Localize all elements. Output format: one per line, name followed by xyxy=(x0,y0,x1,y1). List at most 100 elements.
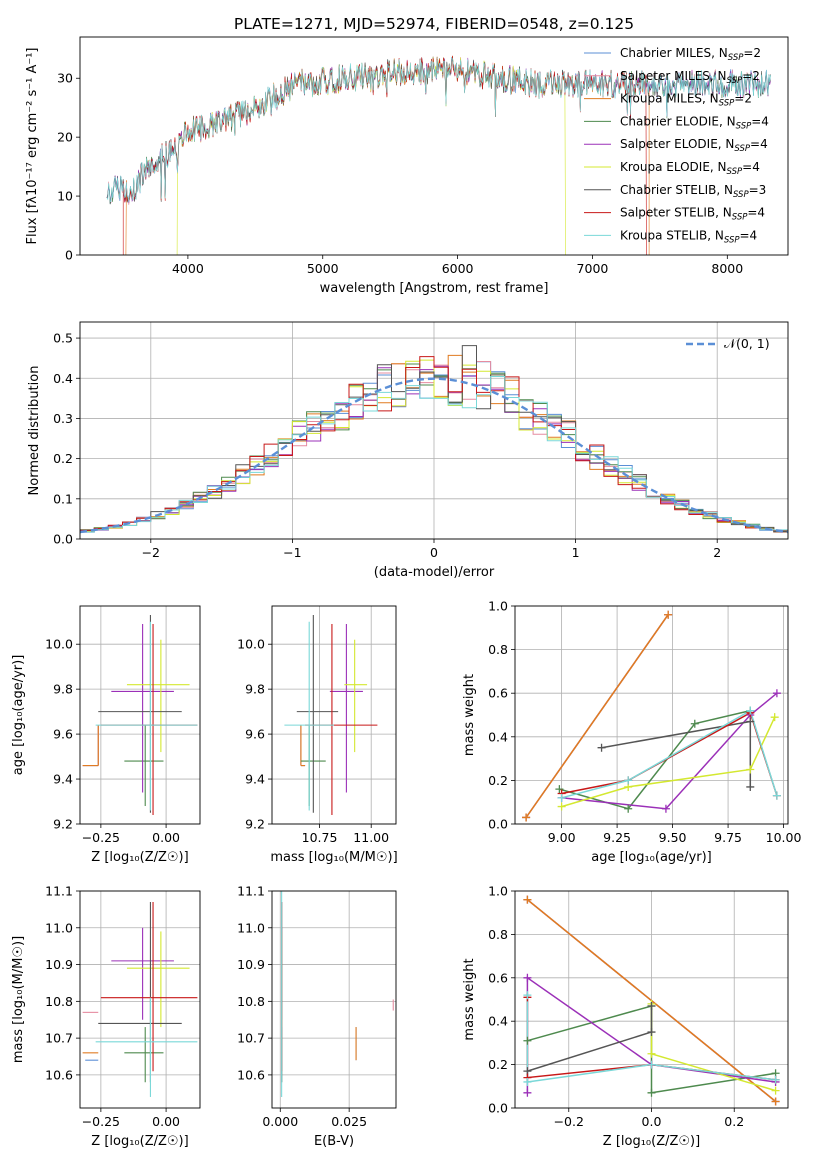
legend-label: Chabrier ELODIE, NSSP=4 xyxy=(620,114,769,131)
chart-z-weight: −0.2 0.0 0.2 0.0 0.2 0.4 0.6 0.8 1.0 Z [log₁₀(Z/Z… xyxy=(462,884,789,1149)
x-tick-label: 0.0 xyxy=(642,1114,662,1129)
x-axis-label: E(B-V) xyxy=(314,1134,354,1149)
y-tick-label: 10.0 xyxy=(237,637,265,652)
figure-title: PLATE=1271, MJD=52974, FIBERID=0548, z=0… xyxy=(234,15,634,33)
weight-marker xyxy=(523,1077,532,1086)
x-tick-label: 8000 xyxy=(711,261,743,276)
weight-marker xyxy=(523,1036,532,1045)
spectrum-lines xyxy=(106,55,771,255)
weight-marker xyxy=(523,1088,532,1097)
weight-marker xyxy=(664,610,673,619)
weight-marker xyxy=(772,689,781,698)
y-axis-label: Flux [fλ10⁻¹⁷ erg cm⁻² s⁻¹ A⁻¹] xyxy=(25,48,40,245)
weight-marker xyxy=(772,791,781,800)
spectrum-line xyxy=(125,56,650,255)
x-axis-label: age [log₁₀(age/yr)] xyxy=(591,850,712,865)
y-tick-label: 10.7 xyxy=(237,1031,265,1046)
chart-residuals: −2 −1 0 1 2 0.0 0.1 0.2 0.3 0.4 0.5 (data-model)/er… xyxy=(27,321,789,580)
y-tick-label: 0.2 xyxy=(488,773,508,788)
axes-frame xyxy=(79,36,789,256)
axes-frame xyxy=(79,890,201,1109)
x-tick-label: 9.00 xyxy=(548,830,576,845)
y-tick-label: 10.8 xyxy=(45,994,73,1009)
weight-line xyxy=(527,1006,653,1072)
axes-frame xyxy=(79,605,201,825)
chart-z-mass: −0.25 0.00 10.6 10.7 10.8 10.9 11.0 11.1 Z [log₁… xyxy=(11,884,201,1149)
x-axis-label: mass [log₁₀(M/M☉)] xyxy=(270,850,397,865)
y-tick-label: 0.0 xyxy=(488,1101,508,1116)
axes-frame xyxy=(514,890,789,1109)
spectrum-line xyxy=(122,55,647,255)
y-tick-label: 0.2 xyxy=(53,451,73,466)
y-axis-label: mass weight xyxy=(462,674,477,756)
y-tick-label: 1.0 xyxy=(488,599,508,614)
legend: Chabrier MILES, NSSP=2 Salpeter MILES, NS… xyxy=(584,46,769,245)
legend-label: Chabrier MILES, NSSP=2 xyxy=(620,46,761,63)
x-tick-label: −0.2 xyxy=(554,1114,584,1129)
weight-lines xyxy=(525,614,778,818)
y-axis-label: Normed distribution xyxy=(27,366,42,496)
histograms xyxy=(80,345,788,535)
weight-marker xyxy=(557,802,566,811)
legend-label: Kroupa MILES, NSSP=2 xyxy=(620,92,752,109)
weight-marker xyxy=(647,1002,656,1011)
weight-marker xyxy=(647,1049,656,1058)
weight-marker xyxy=(522,813,531,822)
weight-marker xyxy=(771,1075,780,1084)
x-axis-label: Z [log₁₀(Z/Z☉)] xyxy=(91,1134,188,1149)
legend-label: Salpeter ELODIE, NSSP=4 xyxy=(620,137,768,154)
weight-marker xyxy=(771,1097,780,1106)
x-axis-label: wavelength [Angstrom, rest frame] xyxy=(320,281,549,296)
weight-marker xyxy=(746,765,755,774)
x-tick-label: 0.00 xyxy=(152,830,180,845)
x-tick-label: 1 xyxy=(572,545,580,560)
x-axis-label: Z [log₁₀(Z/Z☉)] xyxy=(603,1134,700,1149)
y-tick-label: 0.6 xyxy=(488,970,508,985)
weight-marker xyxy=(746,782,755,791)
weight-marker xyxy=(523,895,532,904)
axes-frame xyxy=(271,890,397,1109)
legend-label: Kroupa ELODIE, NSSP=4 xyxy=(620,160,760,177)
y-tick-label: 10.7 xyxy=(45,1031,73,1046)
x-tick-label: 0.2 xyxy=(724,1114,744,1129)
axes-frame xyxy=(271,605,397,825)
histogram-step xyxy=(80,356,788,534)
y-tick-label: 11.1 xyxy=(237,884,265,899)
weight-marker xyxy=(647,1028,656,1037)
y-tick-label: 0.8 xyxy=(488,642,508,657)
legend-label: Chabrier STELIB, NSSP=3 xyxy=(620,183,766,200)
x-tick-label: −1 xyxy=(283,545,301,560)
weight-marker xyxy=(647,1060,656,1069)
y-tick-label: 9.4 xyxy=(245,772,265,787)
chart-z-age: −0.25 0.00 9.2 9.4 9.6 9.8 10.0 Z [log₁₀(Z/Z☉)]… xyxy=(11,605,201,865)
x-tick-label: 9.25 xyxy=(603,830,631,845)
weight-line xyxy=(561,716,776,808)
y-tick-label: 9.6 xyxy=(53,727,73,742)
weight-marker xyxy=(771,1086,780,1095)
x-axis-label: (data-model)/error xyxy=(374,565,495,580)
y-tick-label: 0.1 xyxy=(53,491,73,506)
axes-frame xyxy=(514,605,789,825)
weight-marker xyxy=(690,719,699,728)
x-tick-label: 0 xyxy=(430,545,438,560)
weight-marker xyxy=(647,1088,656,1097)
legend-label: Kroupa STELIB, NSSP=4 xyxy=(620,228,757,245)
y-tick-label: 10.6 xyxy=(237,1067,265,1082)
x-tick-label: 2 xyxy=(713,545,721,560)
weight-line xyxy=(559,709,751,810)
y-axis-label: mass [log₁₀(M/M☉)] xyxy=(11,936,26,1063)
legend-label: Salpeter STELIB, NSSP=4 xyxy=(620,206,765,223)
x-tick-label: 4000 xyxy=(172,261,204,276)
y-tick-label: 0.0 xyxy=(488,817,508,832)
x-tick-label: −2 xyxy=(142,545,160,560)
y-tick-label: 0.5 xyxy=(53,331,73,346)
y-tick-label: 0.6 xyxy=(488,686,508,701)
y-tick-label: 0 xyxy=(65,248,73,263)
y-tick-label: 10.8 xyxy=(237,994,265,1009)
y-tick-label: 0.4 xyxy=(488,1014,508,1029)
weight-line xyxy=(525,614,669,818)
y-tick-label: 0.2 xyxy=(488,1057,508,1072)
x-tick-label: 5000 xyxy=(307,261,339,276)
y-tick-label: 10.9 xyxy=(45,957,73,972)
